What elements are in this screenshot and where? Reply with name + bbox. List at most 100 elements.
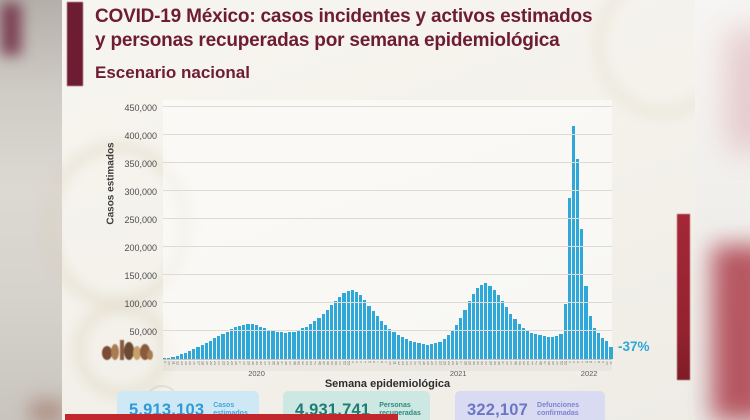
- week-tick-label: 32: [259, 361, 263, 365]
- maroon-accent-bar: [67, 2, 83, 86]
- week-tick-label: 27: [238, 361, 242, 365]
- bar-week-2022-8: [596, 333, 601, 359]
- y-tick-label: 50,000: [129, 327, 157, 337]
- week-tick-label: 18: [421, 361, 425, 365]
- bar-week-2021-40: [513, 319, 517, 359]
- week-tick-label: 34: [488, 361, 492, 365]
- video-progress-bar[interactable]: [65, 414, 398, 420]
- bar-week-2021-5: [367, 305, 371, 359]
- bar-week-2020-38: [283, 332, 288, 359]
- bar-week-2021-39: [509, 313, 513, 359]
- bar-week-2020-48: [325, 309, 329, 359]
- y-tick-label: 100,000: [124, 299, 157, 309]
- week-tick-label: 8: [380, 361, 384, 363]
- gridline: [163, 330, 612, 331]
- week-tick-label: 13: [179, 361, 183, 365]
- bar-week-2020-39: [288, 332, 292, 359]
- stat-label-casos-estimados: Casos estimados: [213, 401, 248, 417]
- year-label-2020: 2020: [248, 369, 265, 378]
- blurred-brown-blob: [30, 400, 64, 420]
- gridline: [163, 134, 612, 135]
- week-tick-label: 20: [430, 361, 434, 365]
- bar-week-2020-51: [338, 296, 342, 359]
- week-tick-label: 6: [588, 361, 592, 363]
- week-tick-label: 15: [409, 361, 413, 365]
- week-tick-label: 49: [330, 361, 334, 365]
- bar-week-2022-2: [571, 126, 576, 359]
- week-tick-label: 45: [313, 361, 317, 365]
- y-tick-label: 300,000: [124, 187, 157, 197]
- week-tick-label: 17: [417, 361, 421, 365]
- bar-week-2022-7: [592, 327, 596, 359]
- week-tick-label: 22: [217, 361, 221, 365]
- bar-week-2021-22: [438, 341, 442, 359]
- bar-week-2020-30: [250, 324, 254, 359]
- bar-week-2020-50: [334, 300, 338, 359]
- bar-week-2022-9: [601, 337, 605, 359]
- gridline: [163, 274, 612, 275]
- week-tick-label: 38: [505, 361, 509, 365]
- bar-series: [163, 100, 613, 359]
- week-tick-label: 29: [467, 361, 471, 365]
- blurred-red-blob: [712, 245, 750, 420]
- week-tick-label: 50: [555, 361, 559, 365]
- title-line2: y personas recuperadas por semana epidem…: [95, 30, 560, 52]
- page-title: COVID-19 México: casos incidentes y acti…: [95, 5, 695, 53]
- bar-week-2021-14: [404, 339, 409, 359]
- week-tick-label: 25: [229, 361, 233, 365]
- bar-week-2021-23: [442, 339, 446, 359]
- week-tick-label: 49: [551, 361, 555, 365]
- bar-week-2021-12: [396, 334, 400, 359]
- week-tick-label: 16: [413, 361, 417, 365]
- week-tick-label: 3: [576, 361, 580, 363]
- bar-week-2021-43: [525, 330, 530, 359]
- week-tick-label: 35: [271, 361, 275, 365]
- bar-week-2021-13: [400, 337, 404, 359]
- gridline: [163, 106, 612, 107]
- week-tick-label: 39: [288, 361, 292, 365]
- week-tick-label: 53: [346, 361, 350, 365]
- week-tick-label: 11: [171, 361, 175, 365]
- bar-week-2021-47: [542, 336, 546, 359]
- bar-week-2021-7: [375, 316, 379, 359]
- week-tick-label: 38: [284, 361, 288, 365]
- week-tick-label: 50: [334, 361, 338, 365]
- gridline: [163, 218, 612, 219]
- week-tick-label: 16: [192, 361, 196, 365]
- week-tick-label: 52: [342, 361, 346, 365]
- week-tick-label: 40: [292, 361, 296, 365]
- week-tick-label: 46: [538, 361, 542, 365]
- week-tick-label: 8: [597, 361, 601, 363]
- bar-week-2021-42: [521, 327, 525, 359]
- bar-week-2020-13: [179, 354, 183, 359]
- bar-week-2020-45: [313, 321, 317, 359]
- bar-week-2020-53: [346, 291, 350, 359]
- week-tick-label: 10: [605, 361, 609, 365]
- week-tick-label: 2: [355, 361, 359, 363]
- week-tick-label: 39: [509, 361, 513, 365]
- bar-week-2021-27: [459, 317, 463, 359]
- bar-week-2020-27: [238, 325, 242, 359]
- blurred-maroon-blob: [1, 3, 21, 55]
- week-tick-label: 19: [204, 361, 208, 365]
- week-tick-label: 14: [184, 361, 188, 365]
- stat-box: 322,107 Defunciones confirmadas: [455, 391, 605, 420]
- week-tick-label: 33: [263, 361, 267, 365]
- y-tick-label: 450,000: [124, 103, 157, 113]
- week-tick-label: 51: [338, 361, 342, 365]
- bar-week-2020-49: [329, 305, 334, 359]
- x-axis-year-labels: 2020 2021 2022: [163, 369, 612, 379]
- week-tick-label: 42: [521, 361, 525, 365]
- week-tick-label: 48: [325, 361, 329, 365]
- stat-label-personas-recuperadas: Personas recuperadas: [379, 401, 421, 417]
- bar-week-2020-29: [246, 324, 250, 359]
- bar-week-2020-14: [183, 352, 188, 359]
- bar-week-2021-4: [363, 300, 367, 359]
- week-tick-label: 26: [455, 361, 459, 365]
- week-tick-label: 27: [459, 361, 463, 365]
- bar-week-2020-24: [225, 331, 229, 359]
- people-figures-image: [102, 340, 153, 360]
- blurred-red-blob-top: [728, 30, 750, 150]
- week-tick-label: 9: [601, 361, 605, 363]
- bar-week-2020-15: [188, 351, 192, 359]
